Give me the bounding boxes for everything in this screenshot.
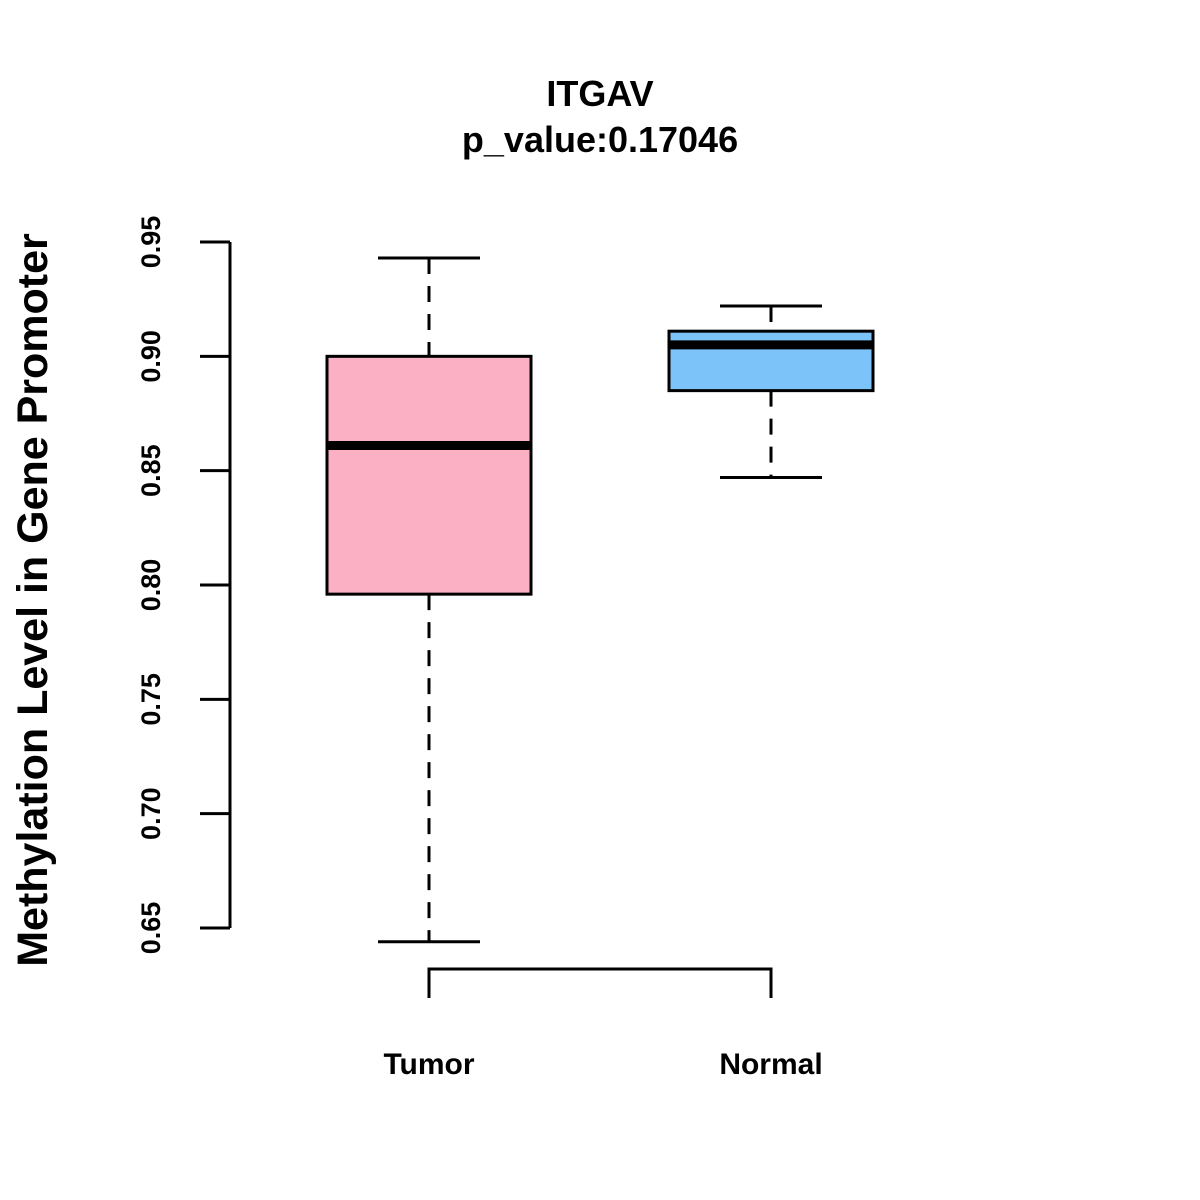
y-tick-label: 0.75 (136, 673, 166, 726)
category-label: Normal (719, 1048, 822, 1081)
y-tick-label: 0.95 (136, 216, 166, 269)
y-axis: 0.65 0.70 0.75 0.80 0.85 0.90 0.95 (136, 216, 232, 955)
box-normal (667, 304, 875, 480)
significance-bracket (427, 967, 773, 998)
y-tick-label: 0.70 (136, 787, 166, 840)
box-body (667, 329, 875, 393)
boxes-group (325, 256, 875, 944)
chart-subtitle: p_value:0.17046 (462, 119, 738, 160)
y-tick-label: 0.65 (136, 902, 166, 955)
box-tumor (325, 256, 533, 944)
category-label: Tumor (383, 1048, 474, 1081)
y-tick-label: 0.85 (136, 444, 166, 497)
chart-title: ITGAV (546, 73, 653, 114)
bracket-line (427, 967, 773, 998)
y-tick-label: 0.90 (136, 330, 166, 383)
box-body (325, 354, 533, 596)
category-labels: Tumor Normal (383, 1048, 822, 1081)
y-axis-label: Methylation Level in Gene Promoter (9, 233, 57, 967)
y-tick-label: 0.80 (136, 559, 166, 612)
